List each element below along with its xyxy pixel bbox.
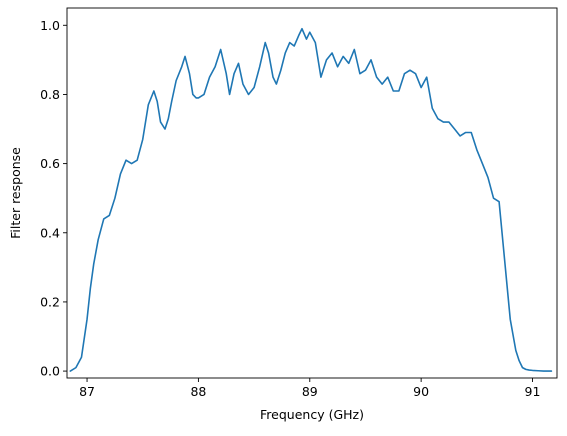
y-axis-label: Filter response — [8, 147, 23, 239]
plot-frame — [66, 7, 558, 379]
x-tick-label: 90 — [413, 384, 429, 399]
x-axis-ticks: 87 88 89 90 91 — [79, 378, 540, 399]
x-tick-label: 91 — [525, 384, 541, 399]
x-axis-label: Frequency (GHz) — [260, 407, 364, 422]
y-tick-label: 0.2 — [40, 294, 60, 309]
x-tick-label: 87 — [79, 384, 95, 399]
y-tick-label: 0.0 — [40, 364, 60, 379]
x-tick-label: 89 — [302, 384, 318, 399]
filter-response-line — [69, 27, 553, 372]
y-tick-label: 1.0 — [40, 18, 60, 33]
y-tick-label: 0.6 — [40, 156, 60, 171]
x-tick-label: 88 — [190, 384, 206, 399]
y-tick-label: 0.8 — [40, 87, 60, 102]
y-axis-ticks: 0.0 0.2 0.4 0.6 0.8 1.0 — [40, 18, 67, 379]
plot-area — [67, 8, 557, 378]
y-tick-label: 0.4 — [40, 225, 60, 240]
